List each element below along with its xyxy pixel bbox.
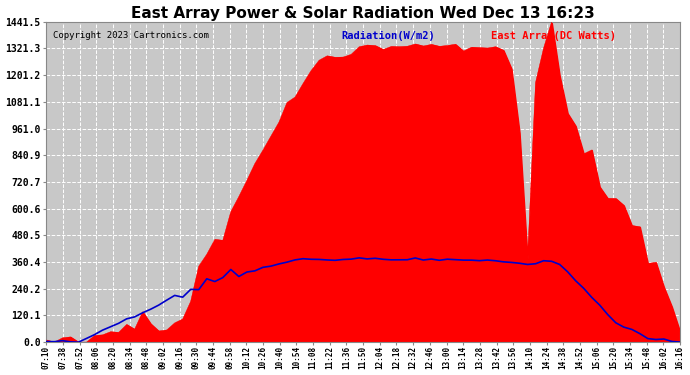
Title: East Array Power & Solar Radiation Wed Dec 13 16:23: East Array Power & Solar Radiation Wed D…: [131, 6, 595, 21]
Text: East Array(DC Watts): East Array(DC Watts): [491, 32, 615, 41]
Text: Radiation(W/m2): Radiation(W/m2): [342, 32, 435, 41]
Text: Copyright 2023 Cartronics.com: Copyright 2023 Cartronics.com: [52, 32, 208, 40]
